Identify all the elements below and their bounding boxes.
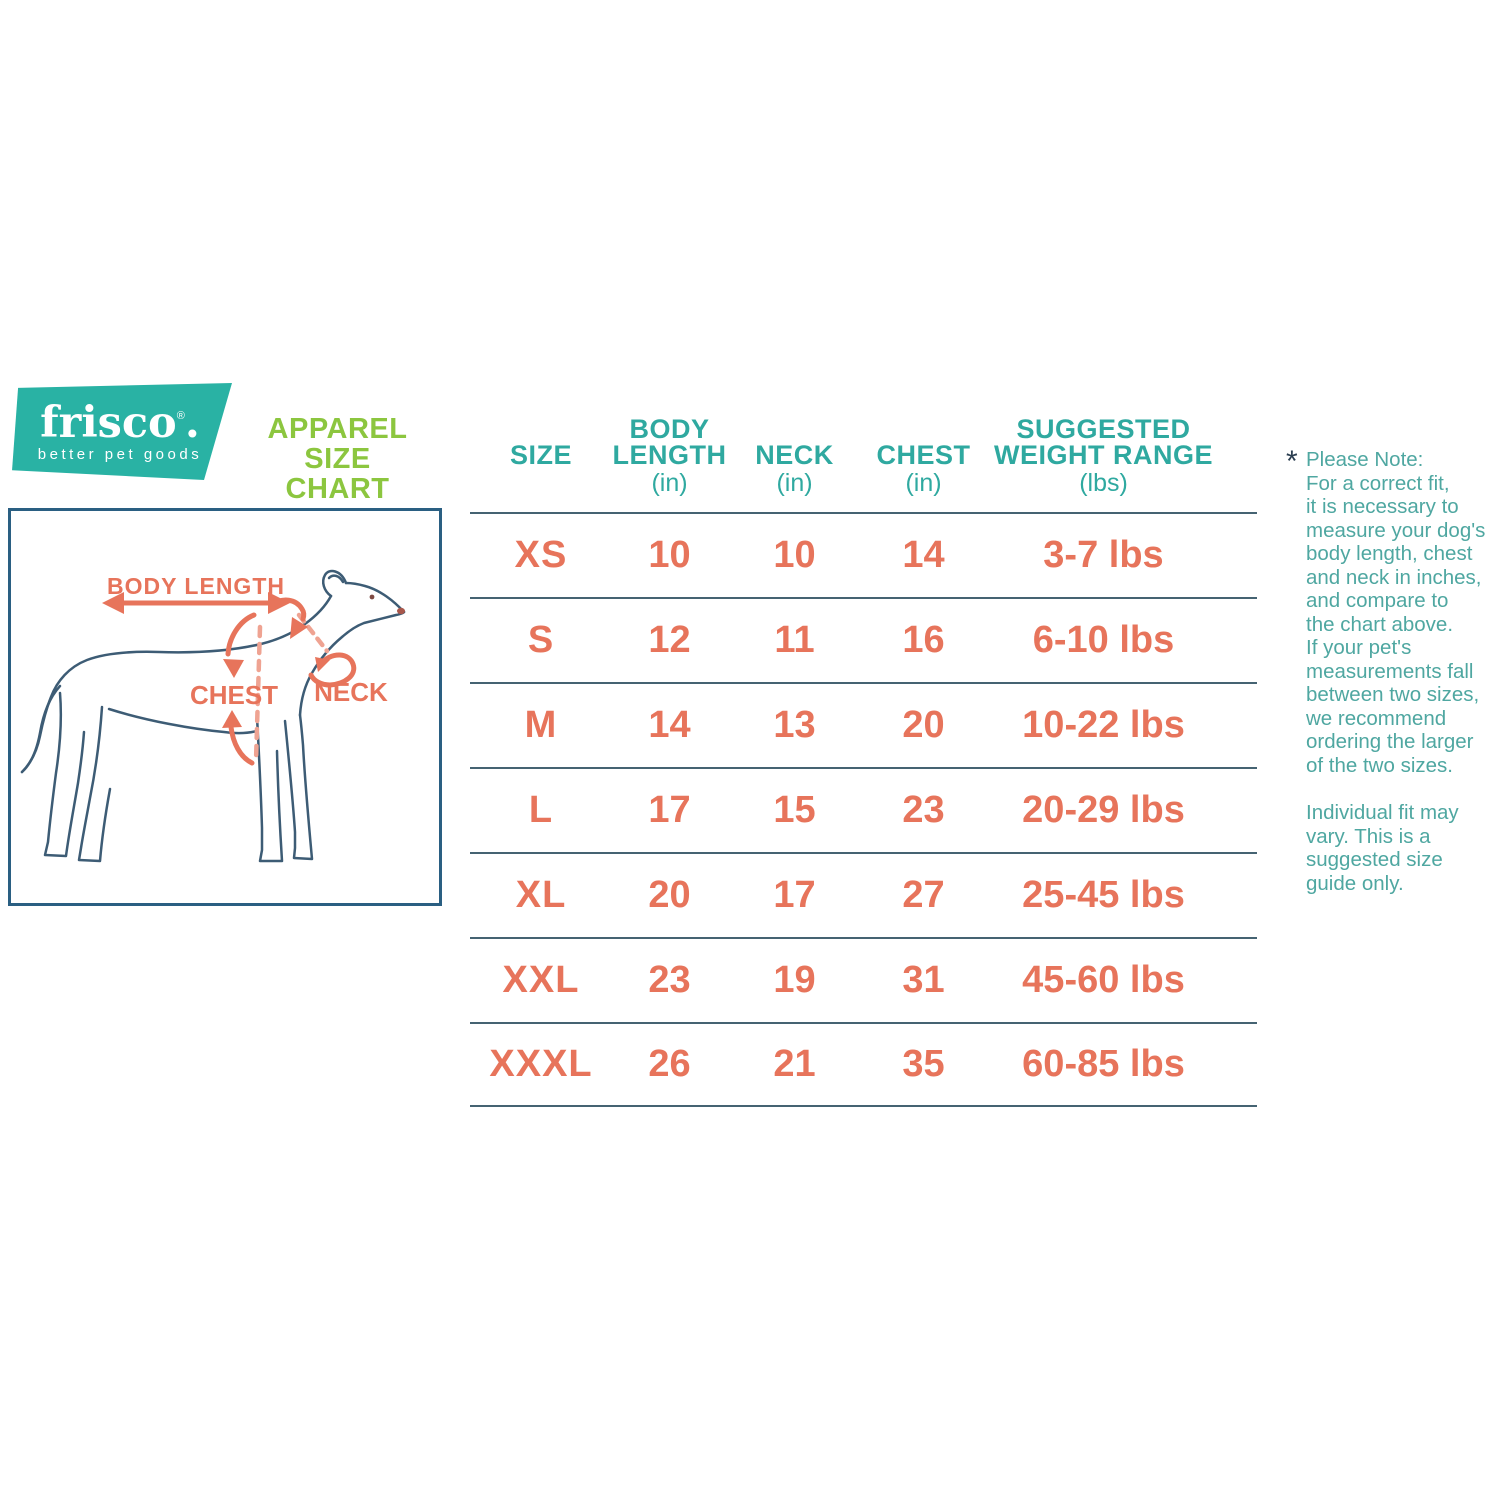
column-header-chest: CHEST (in) <box>876 440 971 498</box>
cell-neck: 10 <box>773 534 816 576</box>
table-row: XXL 23 19 31 45-60 lbs <box>470 937 1257 1022</box>
cell-body-length: 26 <box>648 1043 691 1085</box>
neck-loop <box>268 597 357 688</box>
cell-size: XXL <box>502 959 580 1001</box>
title-line-1: APPAREL <box>267 413 408 445</box>
column-header-weight-range: SUGGESTED WEIGHT RANGE (lbs) <box>994 414 1213 498</box>
cell-neck: 17 <box>773 874 816 916</box>
cell-body-length: 14 <box>648 704 691 746</box>
frisco-logo: frisco®. better pet goods <box>12 383 232 480</box>
neck-arrow-down-icon <box>290 617 308 639</box>
registered-mark: ® <box>176 410 185 422</box>
cell-neck: 11 <box>774 619 815 661</box>
table-row: XS 10 10 14 3-7 lbs <box>470 512 1257 597</box>
cell-weight-range: 3-7 lbs <box>1043 534 1164 576</box>
body-length-label: BODY LENGTH <box>107 573 285 599</box>
cell-chest: 31 <box>902 959 945 1001</box>
dog-outline <box>20 569 406 863</box>
cell-chest: 14 <box>902 534 945 576</box>
column-header-neck: NECK (in) <box>755 440 834 498</box>
note: * Please Note: For a correct fit, it is … <box>1286 445 1498 895</box>
column-header-size: SIZE <box>509 440 572 470</box>
dog-measurement-diagram: BODY LENGTH CHEST NECK <box>8 508 442 906</box>
cell-body-length: 17 <box>648 789 691 831</box>
cell-body-length: 23 <box>648 959 691 1001</box>
cell-weight-range: 25-45 lbs <box>1022 874 1185 916</box>
cell-size: XXXL <box>489 1043 593 1085</box>
chest-arrow-down-icon <box>223 659 244 678</box>
table-header-row: SIZE BODY LENGTH (in) NECK (in) CHEST (i… <box>470 400 1257 512</box>
neck-arrow-up-icon <box>315 657 330 672</box>
cell-size: L <box>528 789 554 831</box>
table-row: M 14 13 20 10-22 lbs <box>470 682 1257 767</box>
brand-word: frisco <box>40 398 177 448</box>
cell-weight-range: 10-22 lbs <box>1022 704 1185 746</box>
dog-nose <box>397 607 405 615</box>
frisco-tagline: better pet goods <box>37 446 203 463</box>
brand-period: . <box>184 398 200 448</box>
cell-chest: 16 <box>902 619 945 661</box>
cell-body-length: 20 <box>648 874 691 916</box>
dog-eye <box>369 594 375 600</box>
cell-weight-range: 60-85 lbs <box>1022 1043 1185 1085</box>
column-header-body-length: BODY LENGTH (in) <box>612 414 727 498</box>
cell-neck: 19 <box>773 959 816 1001</box>
cell-body-length: 12 <box>648 619 691 661</box>
frisco-brand: frisco®. <box>12 394 232 448</box>
cell-weight-range: 45-60 lbs <box>1022 959 1185 1001</box>
dog-illustration: BODY LENGTH CHEST NECK <box>20 569 406 863</box>
note-secondary: Individual fit may vary. This is a sugge… <box>1306 801 1459 895</box>
note-text: Please Note: For a correct fit, it is ne… <box>1306 448 1498 895</box>
note-heading: Please Note: <box>1306 448 1424 471</box>
cell-chest: 27 <box>902 874 945 916</box>
neck-label: NECK <box>314 677 388 707</box>
table-row: L 17 15 23 20-29 lbs <box>470 767 1257 852</box>
cell-neck: 13 <box>773 704 816 746</box>
chest-arrow-up-icon <box>222 710 242 728</box>
note-body: For a correct fit, it is necessary to me… <box>1306 471 1486 777</box>
cell-weight-range: 6-10 lbs <box>1032 619 1175 661</box>
arrow-left-icon <box>102 592 124 614</box>
title-line-2: SIZE CHART <box>285 443 390 505</box>
table-row: XL 20 17 27 25-45 lbs <box>470 852 1257 937</box>
chest-loop <box>225 612 263 766</box>
table-row: S 12 11 16 6-10 lbs <box>470 597 1257 682</box>
cell-body-length: 10 <box>648 534 691 576</box>
table-row: XXXL 26 21 35 60-85 lbs <box>470 1022 1257 1107</box>
cell-neck: 21 <box>773 1043 816 1085</box>
cell-size: M <box>524 704 558 746</box>
page-title: APPAREL SIZE CHART <box>250 414 425 504</box>
cell-chest: 35 <box>902 1043 945 1085</box>
cell-chest: 20 <box>902 704 945 746</box>
cell-size: XL <box>515 874 567 916</box>
cell-size: XS <box>514 534 568 576</box>
cell-chest: 23 <box>902 789 945 831</box>
cell-neck: 15 <box>773 789 816 831</box>
chest-label: CHEST <box>190 680 278 710</box>
cell-size: S <box>527 619 555 661</box>
size-table: SIZE BODY LENGTH (in) NECK (in) CHEST (i… <box>470 400 1257 1107</box>
chest-dashed-line <box>253 624 263 764</box>
asterisk: * <box>1286 445 1298 478</box>
cell-weight-range: 20-29 lbs <box>1022 789 1185 831</box>
